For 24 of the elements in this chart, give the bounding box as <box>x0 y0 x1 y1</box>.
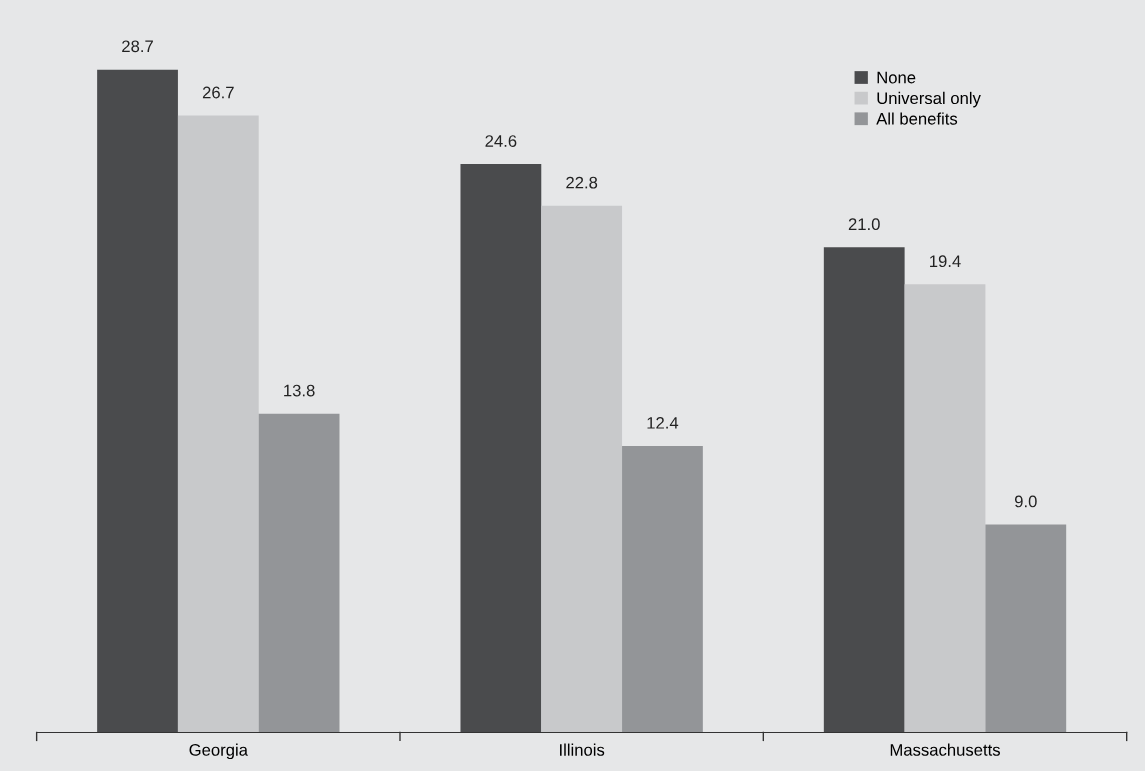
bar <box>823 247 905 733</box>
bar <box>904 284 986 733</box>
data-label: 21.0 <box>848 218 880 231</box>
data-label: 13.8 <box>284 384 315 397</box>
bar <box>622 445 703 733</box>
data-label: 28.7 <box>122 40 153 53</box>
bar <box>985 524 1067 733</box>
bar <box>258 413 340 733</box>
data-label: 9.0 <box>1014 495 1037 508</box>
data-label: 22.8 <box>566 176 598 189</box>
x-tick-label: Massachusetts <box>890 743 1000 756</box>
bar <box>177 115 259 733</box>
data-label: 26.7 <box>202 86 234 99</box>
bar <box>97 69 178 733</box>
legend-label: Universal only <box>877 91 981 108</box>
x-tick-label: Illinois <box>560 743 605 756</box>
x-tick-label: Georgia <box>189 743 248 760</box>
data-label: 24.6 <box>485 135 517 147</box>
bar <box>541 205 623 733</box>
data-label: 12.4 <box>647 416 679 429</box>
legend-label: All benefits <box>876 112 958 125</box>
legend-label: None <box>877 71 916 84</box>
data-label: 19.4 <box>930 255 961 268</box>
bar <box>460 164 542 733</box>
